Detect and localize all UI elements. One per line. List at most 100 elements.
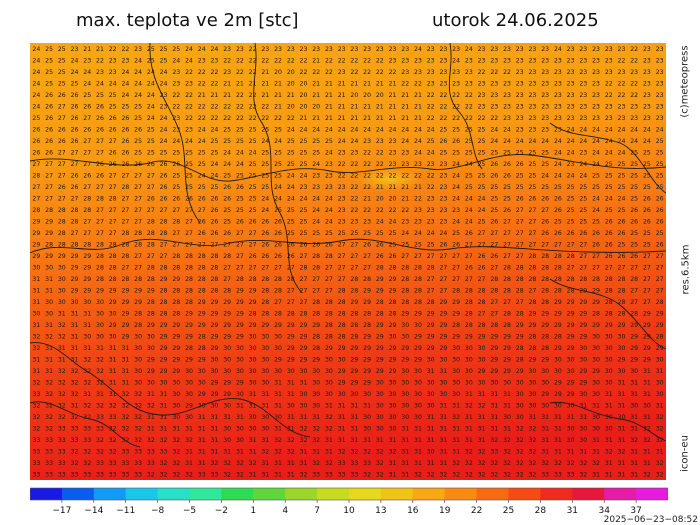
- grid-value: 29: [478, 368, 486, 375]
- grid-value: 27: [300, 299, 308, 306]
- grid-value: 27: [134, 264, 142, 271]
- grid-value: 26: [452, 241, 460, 248]
- grid-value: 26: [618, 253, 626, 260]
- grid-value: 21: [236, 80, 244, 87]
- grid-value: 27: [503, 218, 511, 225]
- grid-value: 30: [529, 379, 537, 386]
- grid-value: 26: [439, 138, 447, 145]
- grid-value: 31: [312, 414, 320, 421]
- grid-value: 22: [223, 115, 231, 122]
- grid-value: 28: [96, 253, 104, 260]
- grid-value: 24: [465, 207, 473, 214]
- grid-value: 30: [656, 379, 664, 386]
- grid-value: 32: [109, 437, 117, 444]
- grid-value: 25: [172, 46, 180, 53]
- grid-value: 30: [109, 310, 117, 317]
- grid-value: 28: [249, 276, 257, 283]
- grid-value: 21: [338, 103, 346, 110]
- grid-value: 32: [503, 460, 511, 467]
- grid-value: 31: [630, 460, 638, 467]
- grid-value: 31: [147, 425, 155, 432]
- grid-value: 25: [236, 207, 244, 214]
- grid-value: 30: [452, 345, 460, 352]
- grid-value: 27: [236, 264, 244, 271]
- colorbar-swatch: [30, 488, 63, 500]
- grid-value: 29: [592, 368, 600, 375]
- grid-value: 31: [478, 425, 486, 432]
- grid-value: 27: [656, 253, 664, 260]
- grid-value: 27: [427, 276, 435, 283]
- grid-value: 20: [287, 69, 295, 76]
- grid-value: 25: [478, 138, 486, 145]
- grid-value: 31: [109, 391, 117, 398]
- grid-value: 32: [516, 437, 524, 444]
- grid-value: 24: [503, 126, 511, 133]
- grid-value: 32: [503, 448, 511, 455]
- grid-value: 26: [172, 195, 180, 202]
- grid-value: 28: [185, 253, 193, 260]
- grid-value: 27: [567, 264, 575, 271]
- grid-value: 26: [376, 253, 384, 260]
- grid-value: 23: [579, 149, 587, 156]
- grid-value: 32: [274, 448, 282, 455]
- grid-value: 31: [427, 460, 435, 467]
- grid-value: 28: [71, 207, 79, 214]
- grid-value: 31: [630, 414, 638, 421]
- grid-value: 28: [592, 310, 600, 317]
- grid-value: 24: [134, 80, 142, 87]
- grid-value: 26: [503, 207, 511, 214]
- grid-value: 24: [389, 126, 397, 133]
- grid-value: 25: [58, 46, 66, 53]
- grid-value: 26: [287, 241, 295, 248]
- grid-value: 32: [172, 460, 180, 467]
- grid-value: 25: [134, 138, 142, 145]
- grid-value: 25: [643, 230, 651, 237]
- grid-value: 29: [439, 333, 447, 340]
- grid-value: 28: [529, 333, 537, 340]
- grid-value: 27: [147, 184, 155, 191]
- grid-value: 30: [414, 379, 422, 386]
- grid-value: 31: [261, 402, 269, 409]
- grid-value: 30: [287, 402, 295, 409]
- grid-value: 27: [58, 103, 66, 110]
- grid-value: 26: [96, 161, 104, 168]
- grid-value: 23: [656, 80, 664, 87]
- grid-value: 22: [287, 115, 295, 122]
- grid-value: 31: [567, 448, 575, 455]
- grid-value: 26: [223, 184, 231, 191]
- grid-value: 28: [541, 287, 549, 294]
- grid-value: 30: [579, 356, 587, 363]
- grid-value: 30: [618, 414, 626, 421]
- colorbar-swatch: [93, 488, 127, 500]
- grid-value: 32: [490, 471, 498, 478]
- grid-value: 27: [96, 207, 104, 214]
- grid-value: 28: [338, 333, 346, 340]
- grid-value: 26: [249, 218, 257, 225]
- grid-value: 28: [325, 253, 333, 260]
- grid-value: 32: [96, 368, 104, 375]
- grid-value: 25: [160, 57, 168, 64]
- grid-value: 32: [478, 471, 486, 478]
- grid-value: 29: [529, 310, 537, 317]
- grid-value: 30: [605, 368, 613, 375]
- grid-value: 31: [147, 391, 155, 398]
- grid-value: 23: [363, 138, 371, 145]
- grid-value: 29: [439, 310, 447, 317]
- grid-value: 21: [350, 80, 358, 87]
- grid-value: 32: [643, 425, 651, 432]
- grid-value: 29: [503, 333, 511, 340]
- grid-value: 25: [185, 172, 193, 179]
- grid-value: 29: [567, 391, 575, 398]
- grid-value: 32: [274, 437, 282, 444]
- grid-value: 31: [211, 414, 219, 421]
- grid-value: 24: [427, 230, 435, 237]
- grid-value: 21: [363, 103, 371, 110]
- grid-value: 25: [223, 207, 231, 214]
- colorbar-scale: −17 −14 −11 −8 −5 −2 1 4 7 10 13 16 19 22 25 28 31 34 37: [30, 487, 668, 516]
- grid-value: 30: [45, 299, 53, 306]
- grid-value: 30: [439, 356, 447, 363]
- grid-value: 29: [211, 345, 219, 352]
- grid-value: 25: [58, 80, 66, 87]
- grid-value: 32: [83, 448, 91, 455]
- grid-value: 30: [427, 379, 435, 386]
